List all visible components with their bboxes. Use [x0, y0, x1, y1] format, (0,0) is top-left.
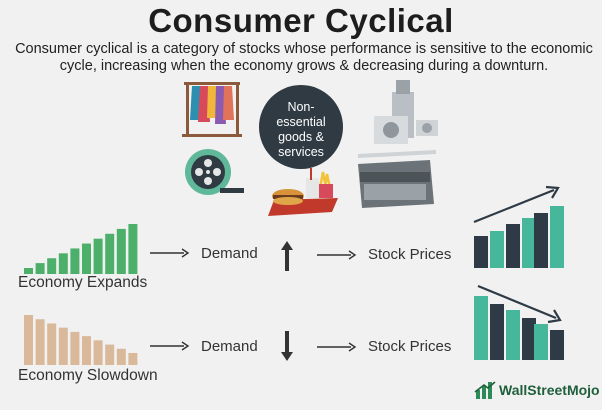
stock-bar — [474, 296, 488, 360]
stock-prices-label: Stock Prices — [368, 246, 452, 263]
stock-bar — [550, 330, 564, 360]
staircase-bar — [47, 323, 57, 365]
stock-bar — [506, 310, 520, 360]
economy-expands-label: Economy Expands — [18, 274, 148, 291]
stock-bar — [534, 213, 548, 268]
page-title: Consumer Cyclical — [148, 2, 454, 39]
clothes-rack-icon — [182, 82, 242, 137]
staircase-bar — [93, 340, 103, 365]
economy-slowdown-bars — [24, 315, 138, 365]
icons-cluster: Non- essential goods & services — [182, 80, 438, 216]
stock-bar — [522, 218, 536, 268]
staircase-bar — [82, 336, 91, 365]
staircase-bar — [24, 268, 33, 274]
non-essential-bubble: Non- essential goods & services — [259, 85, 343, 169]
trend-arrowhead — [545, 185, 560, 199]
staircase-bar — [116, 348, 126, 365]
trend-down-line — [477, 284, 557, 320]
bubble-line: goods & — [278, 130, 325, 144]
staircase-bar — [58, 327, 68, 365]
fast-food-icon — [268, 168, 338, 216]
stock-bar — [506, 224, 520, 268]
trend-up-line — [473, 188, 555, 224]
arrow-right-icon — [150, 248, 190, 258]
stock-rising-chart — [473, 185, 564, 268]
stock-bar — [490, 304, 504, 360]
staircase-bar — [58, 253, 68, 274]
description-text: Consumer cyclical is a category of stock… — [15, 41, 593, 74]
arrow-right-icon — [317, 250, 357, 260]
economy-expands-bars — [24, 224, 138, 274]
stock-falling-chart — [474, 284, 564, 360]
stock-bar — [534, 324, 548, 360]
arrow-down-icon — [281, 331, 293, 361]
staircase-bar — [128, 353, 138, 365]
demand-label: Demand — [201, 245, 258, 262]
arrow-right-icon — [317, 342, 357, 352]
brand-name: WallStreetMojo — [499, 382, 600, 398]
staircase-bar — [70, 331, 80, 365]
staircase-bar — [105, 344, 115, 365]
kitchen-appliances-icon — [357, 80, 438, 208]
staircase-bar — [24, 315, 33, 365]
staircase-bar — [70, 248, 80, 274]
wallstreetmojo-logo-icon — [474, 381, 496, 399]
arrow-up-icon — [281, 241, 293, 271]
staircase-bar — [116, 228, 126, 274]
stock-bar — [490, 231, 504, 268]
staircase-bar — [93, 238, 103, 274]
staircase-bar — [82, 243, 91, 274]
staircase-bar — [35, 263, 45, 274]
staircase-bar — [35, 319, 45, 365]
bubble-line: services — [278, 145, 324, 159]
stock-bar — [522, 318, 536, 360]
stock-bar — [474, 236, 488, 268]
stock-bar — [550, 206, 564, 268]
staircase-bar — [47, 258, 57, 274]
economy-slowdown-label: Economy Slowdown — [18, 367, 158, 384]
bubble-line: Non- — [287, 100, 314, 114]
demand-label: Demand — [201, 338, 258, 355]
staircase-bar — [128, 224, 138, 274]
arrow-right-icon — [150, 341, 190, 351]
trend-arrowhead — [547, 309, 562, 324]
stock-prices-label: Stock Prices — [368, 338, 452, 355]
staircase-bar — [105, 233, 115, 274]
bubble-line: essential — [276, 115, 325, 129]
film-reel-icon — [185, 149, 244, 195]
